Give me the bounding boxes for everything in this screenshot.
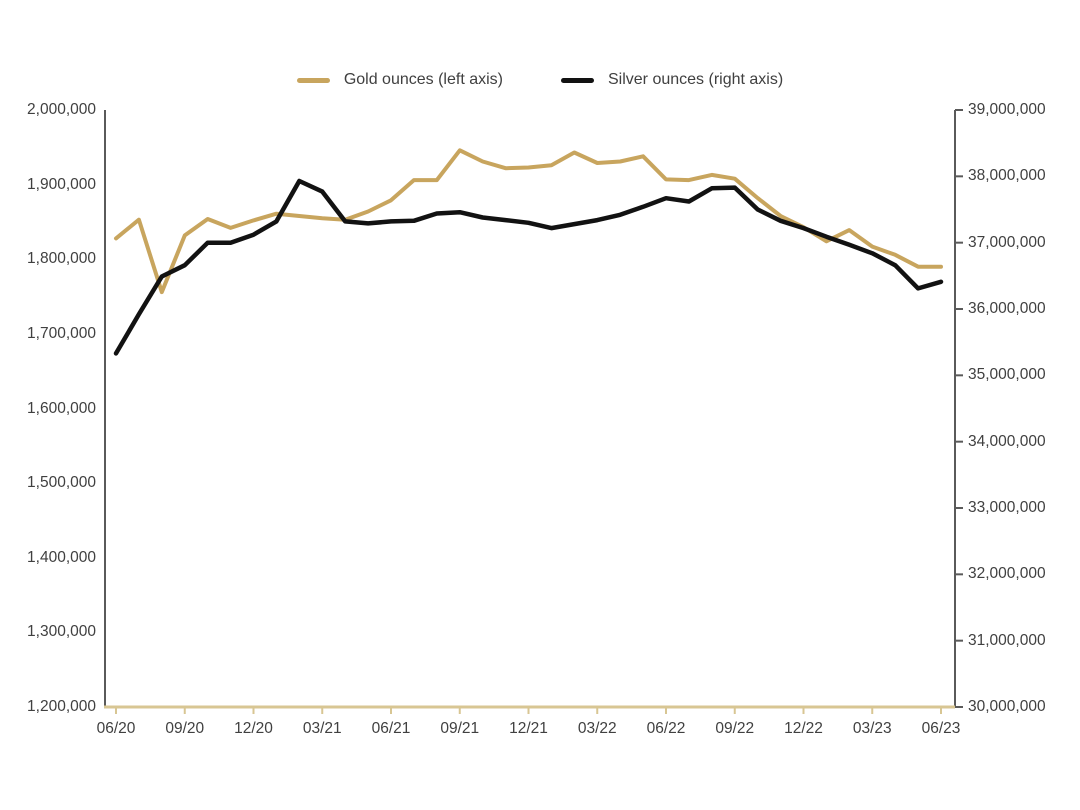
right-axis-tick-label: 39,000,000 xyxy=(968,101,1046,118)
left-axis-tick-label: 2,000,000 xyxy=(27,101,96,118)
right-axis-tick-label: 33,000,000 xyxy=(968,499,1046,516)
x-axis-tick-label: 03/23 xyxy=(852,720,892,737)
left-axis-tick-label: 1,400,000 xyxy=(27,548,96,566)
right-axis-tick-label: 36,000,000 xyxy=(968,300,1046,317)
x-axis-tick-label: 03/22 xyxy=(577,720,617,737)
x-axis-tick-label: 09/20 xyxy=(165,720,205,737)
left-axis-tick-label: 1,500,000 xyxy=(27,474,96,492)
chart-legend: Gold ounces (left axis) Silver ounces (r… xyxy=(0,71,1080,89)
silver-line-swatch xyxy=(561,77,594,83)
right-axis-tick-label: 35,000,000 xyxy=(968,366,1046,384)
right-axis-tick-label: 32,000,000 xyxy=(968,565,1046,583)
legend-item-silver: Silver ounces (right axis) xyxy=(561,71,783,89)
left-axis-tick-label: 1,800,000 xyxy=(27,250,96,268)
x-axis-tick-label: 09/22 xyxy=(715,720,755,737)
x-axis-tick-label: 12/21 xyxy=(509,720,548,737)
left-axis-tick-label: 1,900,000 xyxy=(27,175,96,193)
right-axis-tick-label: 37,000,000 xyxy=(968,233,1046,251)
left-axis-tick-label: 1,700,000 xyxy=(27,324,96,342)
x-axis-tick-label: 12/20 xyxy=(234,720,273,737)
x-axis-tick-label: 06/20 xyxy=(96,720,136,737)
silver-series-line xyxy=(113,178,944,356)
x-axis-tick-label: 06/21 xyxy=(371,720,411,737)
right-axis-tick-label: 30,000,000 xyxy=(968,698,1046,715)
x-axis-tick-label: 12/22 xyxy=(784,720,823,737)
right-axis-tick-label: 31,000,000 xyxy=(968,631,1046,649)
right-axis-tick-label: 38,000,000 xyxy=(968,167,1046,185)
legend-label-gold: Gold ounces (left axis) xyxy=(343,71,503,88)
x-axis-tick-label: 09/21 xyxy=(440,720,480,737)
right-axis-tick-label: 34,000,000 xyxy=(968,432,1046,450)
legend-item-gold: Gold ounces (left axis) xyxy=(296,71,503,89)
left-axis-tick-label: 1,200,000 xyxy=(27,698,96,715)
x-axis-tick-label: 03/21 xyxy=(302,720,342,737)
x-axis-tick-label: 06/23 xyxy=(921,720,961,737)
x-axis-tick-label: 06/22 xyxy=(646,720,686,737)
gold-line-swatch xyxy=(296,77,330,83)
left-axis-tick-label: 1,600,000 xyxy=(27,399,96,417)
left-axis-tick-label: 1,300,000 xyxy=(27,623,96,641)
legend-label-silver: Silver ounces (right axis) xyxy=(608,71,784,88)
